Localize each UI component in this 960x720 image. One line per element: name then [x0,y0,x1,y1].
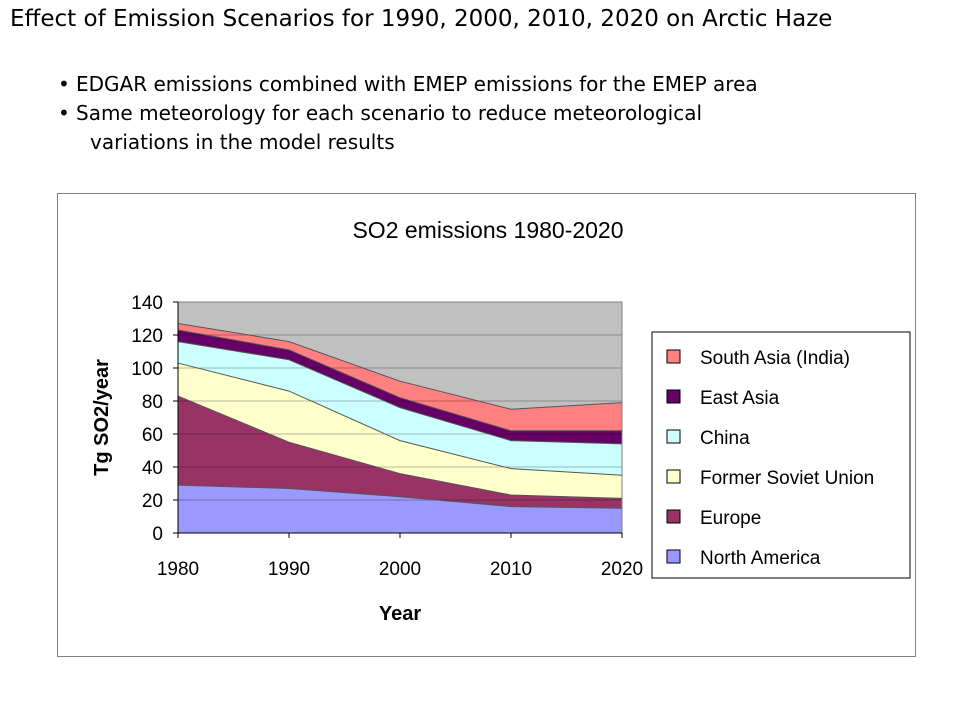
x-tick-label: 1980 [157,559,199,580]
legend-label: Former Soviet Union [700,468,874,489]
bullet-item: • EDGAR emissions combined with EMEP emi… [58,70,758,99]
legend-label: North America [700,548,821,569]
legend-swatch [666,349,681,364]
legend-swatch [666,549,681,564]
legend-swatch [666,469,681,484]
area-layers [178,323,622,533]
area-outline-east-asia [177,329,622,432]
legend-swatch [666,429,681,444]
bullet-item: • Same meteorology for each scenario to … [58,99,758,157]
area-outlines [177,322,623,509]
legend-label: East Asia [700,388,780,409]
bullet-list: • EDGAR emissions combined with EMEP emi… [58,70,758,157]
y-axis-label: Tg SO2/year [91,359,113,476]
bullet-text-continued: variations in the model results [90,130,395,154]
x-tick-labels: 1980 1990 2000 2010 2020 [157,559,643,580]
legend-box [651,331,911,579]
area-north-america [178,485,622,533]
x-tick-label: 1990 [268,559,310,580]
x-tick-label: 2010 [490,559,532,580]
x-tick-label: 2020 [601,559,643,580]
area-east-asia [178,330,622,444]
y-tick-label: 140 [131,293,163,314]
area-outline-china [177,341,623,445]
chart-frame: SO2 emissions 1980-2020 0 20 40 60 80 100 120 1… [57,193,916,657]
gridlines [178,334,622,501]
y-tick-label: 0 [152,524,163,545]
area-south-asia-india [178,323,622,431]
y-tick-label: 60 [142,425,163,446]
chart-title: SO2 emissions 1980-2020 [352,217,623,243]
y-tick-label: 120 [131,326,163,347]
legend: South Asia (India) East Asia China Former S… [651,331,911,579]
area-former-soviet-union [178,363,622,499]
bullet-text: EDGAR emissions combined with EMEP emiss… [76,72,758,96]
y-tick-label: 20 [142,491,163,512]
legend-swatch [666,509,681,524]
area-europe [178,396,622,509]
area-china [178,341,622,476]
x-tick-label: 2000 [379,559,421,580]
y-tick-label: 80 [142,392,163,413]
area-outline-south-asia-india [177,322,623,410]
so2-emissions-chart: SO2 emissions 1980-2020 0 20 40 60 80 100 120 1… [91,217,911,625]
y-tick-label: 40 [142,458,163,479]
legend-swatch [666,389,681,404]
legend-label: Europe [700,508,761,529]
area-outline-north-america [177,484,623,509]
axes [173,301,623,538]
area-outline-europe [177,395,623,499]
x-axis-label: Year [379,603,421,625]
bullet-glyph: • [58,101,70,125]
bullet-glyph: • [58,72,70,96]
area-outline-former-soviet-union [177,362,623,476]
legend-label: South Asia (India) [700,348,850,369]
bullet-text: Same meteorology for each scenario to re… [76,101,703,125]
y-tick-label: 100 [131,359,163,380]
legend-label: China [700,428,750,449]
y-tick-labels: 0 20 40 60 80 100 120 140 [131,293,163,545]
slide-title: Effect of Emission Scenarios for 1990, 2… [10,6,833,32]
